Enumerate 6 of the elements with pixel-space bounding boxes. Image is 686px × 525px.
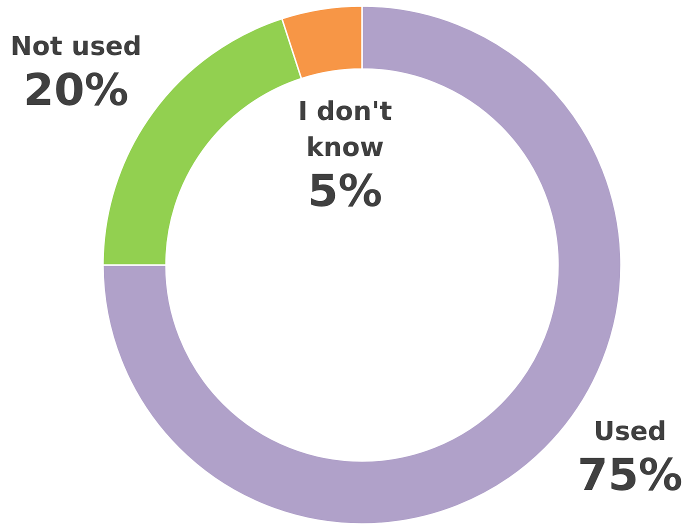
- data-label: 5%: [308, 166, 382, 217]
- data-label: 20%: [23, 65, 129, 116]
- slice-label: Used: [594, 417, 666, 447]
- slice-label: I don't know: [298, 97, 392, 163]
- slice-label: Not used: [10, 32, 142, 62]
- data-label: 75%: [577, 450, 683, 501]
